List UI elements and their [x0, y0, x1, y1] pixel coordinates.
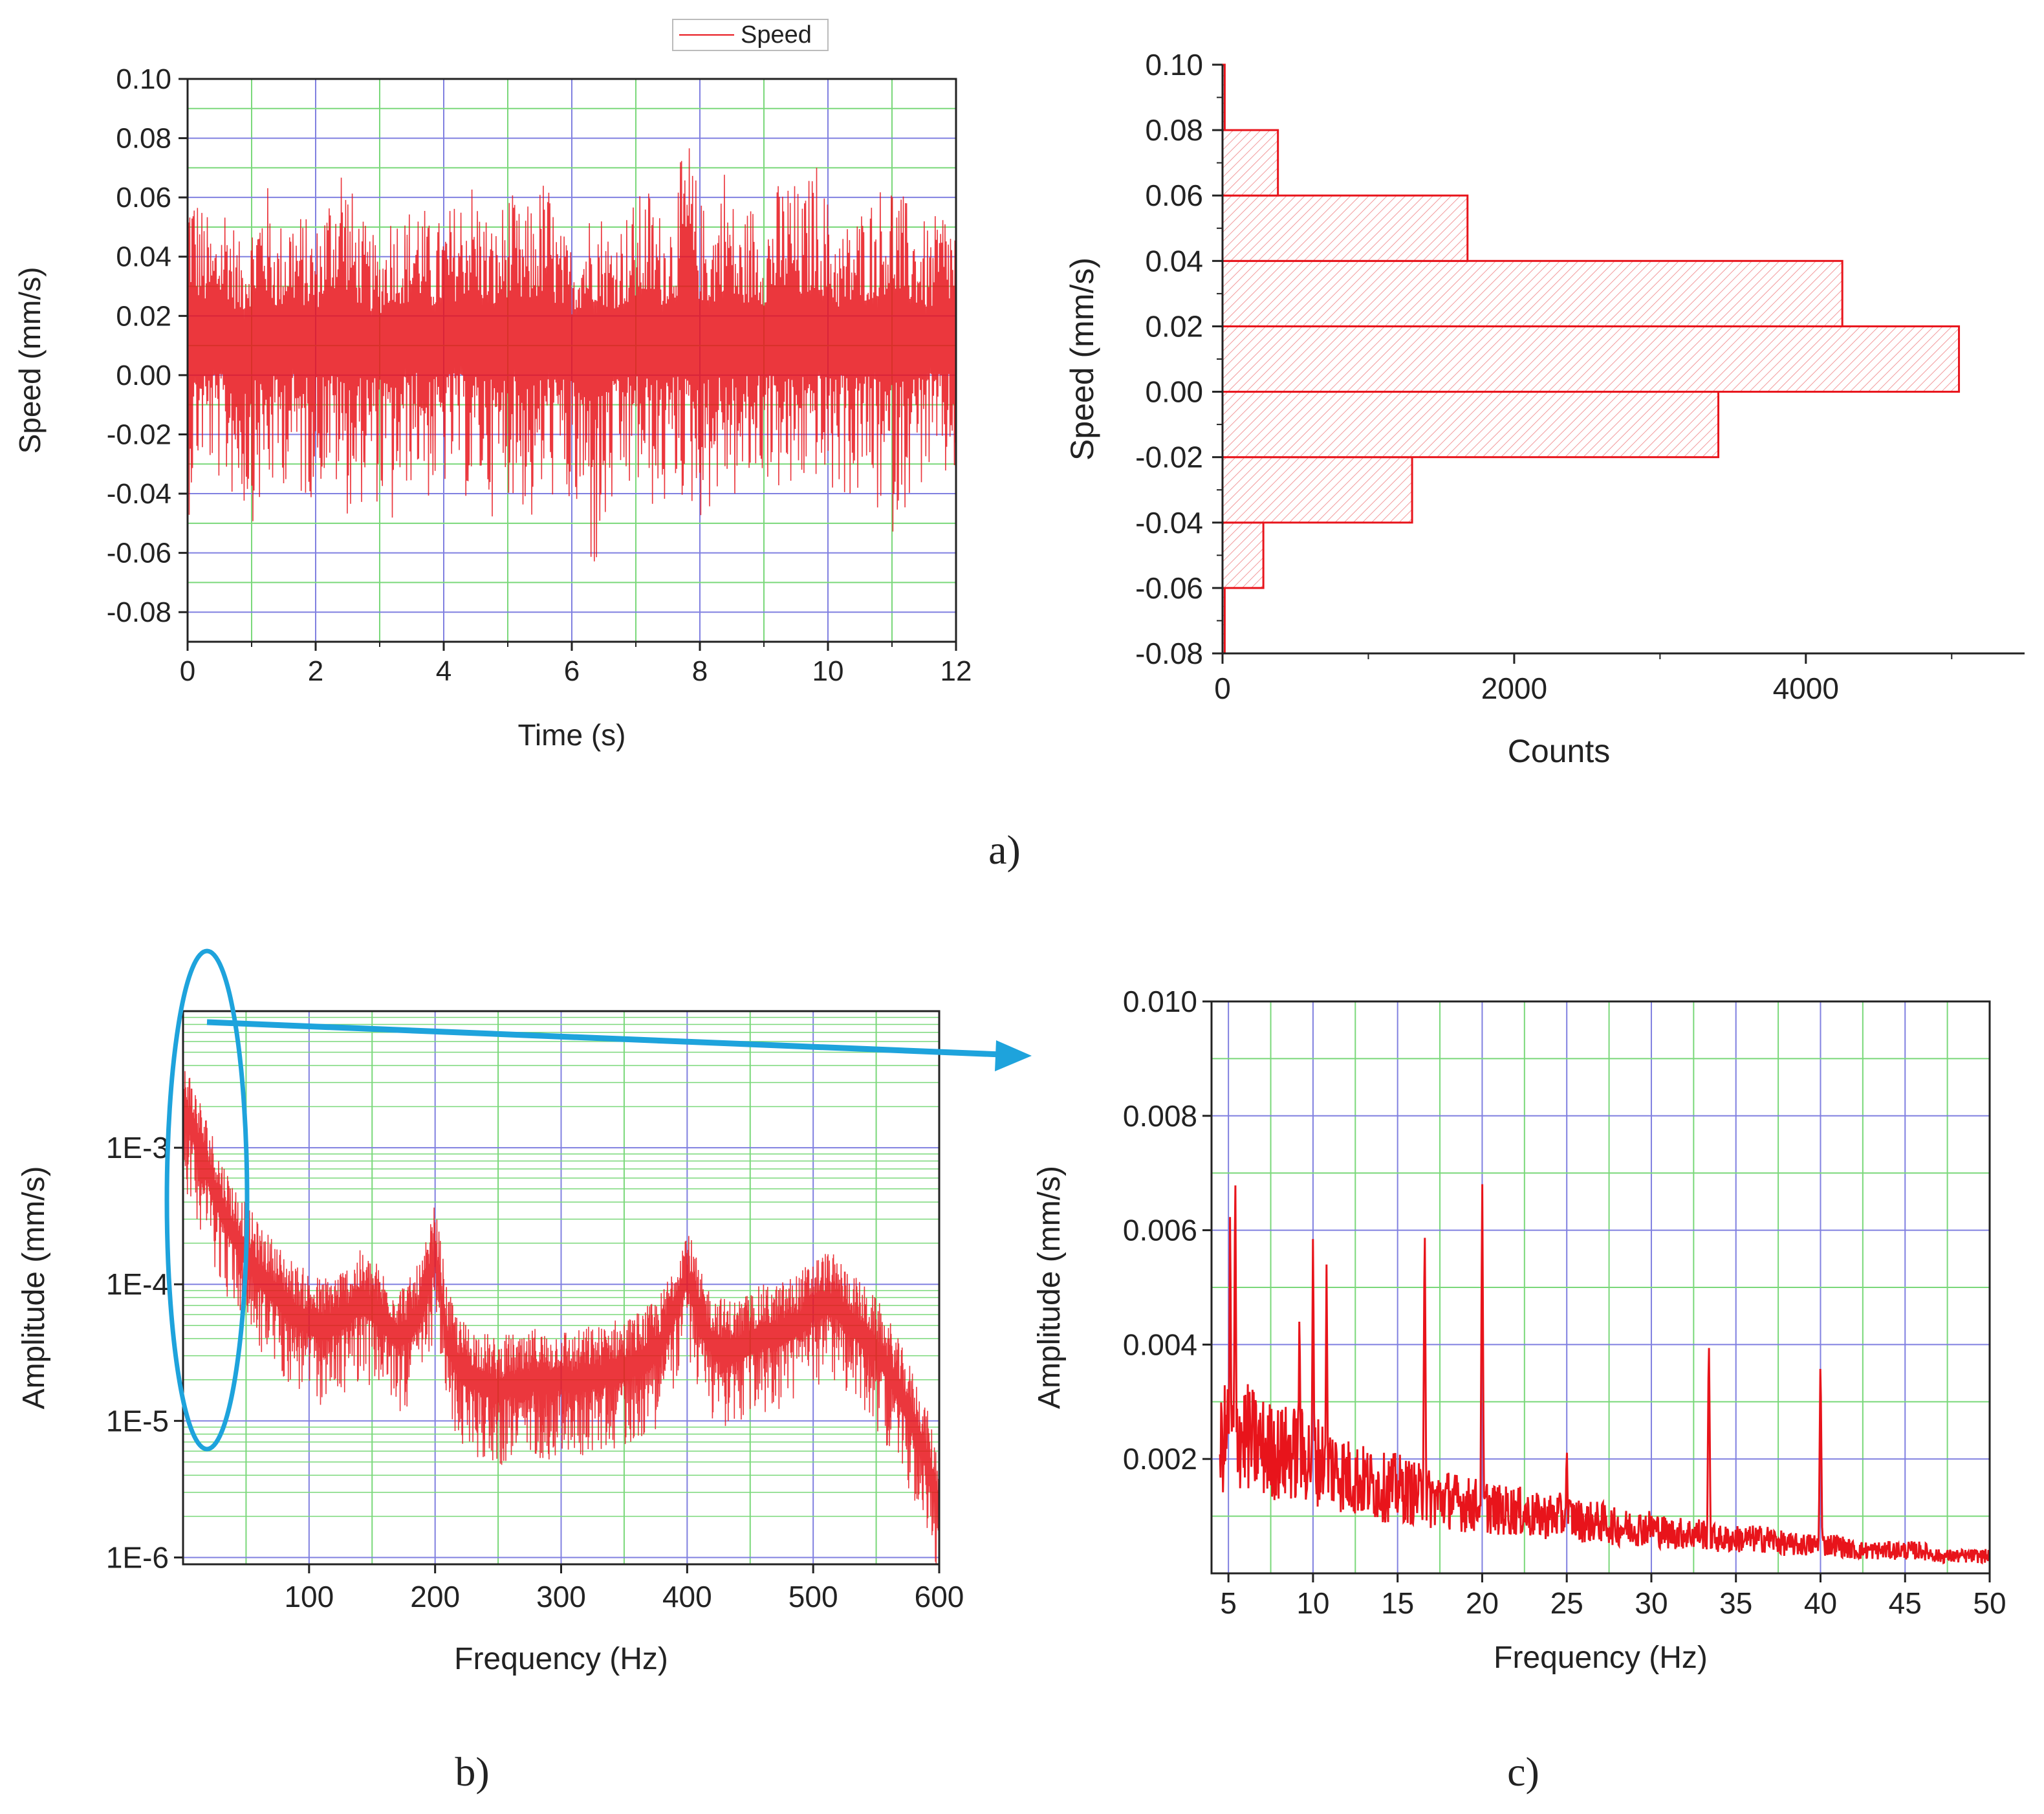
- caption-a: a): [988, 827, 1021, 873]
- x-tick-label: 0: [180, 655, 195, 687]
- zoom-arrow-head: [995, 1040, 1032, 1071]
- x-tick-label: 45: [1889, 1586, 1922, 1620]
- time-series-legend: Speed: [672, 19, 829, 51]
- y-tick-label: 0.06: [116, 182, 171, 213]
- spectrum-full-chart: 100 200 300 400 500 600 1E-6 1E-5 1E-4 1E-3 Freque…: [17, 1010, 964, 1676]
- y-tick-label: 0.04: [116, 241, 171, 273]
- y-tick-label: 0.06: [1145, 179, 1203, 212]
- x-tick-label: 30: [1635, 1586, 1668, 1620]
- x-tick-label: 20: [1466, 1586, 1499, 1620]
- y-tick-label: -0.04: [107, 478, 171, 510]
- x-axis-label: Frequency (Hz): [454, 1642, 668, 1676]
- x-tick-label: 0: [1214, 672, 1231, 705]
- legend-label: Speed: [741, 21, 812, 49]
- y-tick-label: 0.010: [1123, 985, 1197, 1018]
- y-tick-label: 0.10: [1145, 48, 1203, 82]
- x-tick-label: 6: [564, 655, 580, 687]
- x-tick-label: 35: [1719, 1586, 1752, 1620]
- x-tick-label: 50: [1973, 1586, 2006, 1620]
- y-tick-label: 0.002: [1123, 1442, 1197, 1476]
- y-tick-label: 0.006: [1123, 1214, 1197, 1247]
- x-tick-label: 10: [812, 655, 844, 687]
- x-tick-label: 4: [436, 655, 451, 687]
- y-tick-label: 0.008: [1123, 1099, 1197, 1133]
- y-tick-label: 1E-5: [106, 1404, 169, 1437]
- y-tick-label: 1E-6: [106, 1540, 169, 1574]
- x-tick-label: 2000: [1481, 672, 1547, 705]
- x-tick-label: 500: [788, 1580, 838, 1613]
- y-tick-label: 0.04: [1145, 244, 1203, 278]
- x-axis-label: Time (s): [518, 718, 626, 752]
- y-tick-label: -0.02: [107, 419, 171, 450]
- histogram-bar: [1221, 194, 1469, 262]
- caption-b: b): [455, 1749, 489, 1795]
- x-axis-label: Counts: [1508, 733, 1610, 769]
- histogram-bar: [1221, 129, 1279, 197]
- y-tick-label: -0.08: [107, 596, 171, 628]
- y-tick-label: -0.04: [1135, 506, 1203, 540]
- y-tick-label: 0.00: [116, 360, 171, 391]
- x-axis-label: Frequency (Hz): [1494, 1641, 1708, 1675]
- y-tick-label: -0.08: [1135, 637, 1203, 670]
- x-tick-label: 12: [940, 655, 972, 687]
- y-axis-label: Amplitude (mm/s): [1032, 1166, 1067, 1409]
- y-tick-label: 0.02: [116, 300, 171, 332]
- histogram-bar: [1221, 456, 1413, 524]
- x-tick-label: 4000: [1773, 672, 1839, 705]
- x-tick-label: 8: [692, 655, 708, 687]
- histogram-bar: [1221, 325, 1961, 393]
- y-axis-label: Amplitude (mm/s): [17, 1166, 51, 1409]
- spectrum-zoom-chart: 5 10 15 20 25 30 35 40 45 50 0.002 0.004 0.006 0.008 0…: [1032, 985, 2006, 1675]
- y-tick-label: 0.004: [1123, 1328, 1197, 1361]
- x-tick-label: 2: [308, 655, 323, 687]
- histogram-bar: [1221, 259, 1843, 327]
- histogram-bar: [1221, 391, 1720, 459]
- y-tick-label: 0.02: [1145, 309, 1203, 343]
- y-tick-label: -0.06: [107, 538, 171, 569]
- histogram-bar: [1221, 521, 1265, 589]
- x-tick-label: 10: [1296, 1586, 1329, 1620]
- x-tick-label: 600: [915, 1580, 964, 1613]
- y-axis-label: Speed (mm/s): [1064, 257, 1100, 461]
- x-tick-label: 300: [536, 1580, 586, 1613]
- y-tick-label: -0.06: [1135, 571, 1203, 605]
- histogram-chart: 0 2000 4000 -0.08 -0.06 -0.04 -0.02 0.00 0.02 0.0…: [1064, 48, 2025, 769]
- x-tick-label: 100: [284, 1580, 334, 1613]
- x-tick-label: 15: [1381, 1586, 1414, 1620]
- x-tick-label: 400: [662, 1580, 712, 1613]
- y-tick-label: -0.02: [1135, 441, 1203, 474]
- y-tick-label: 0.00: [1145, 375, 1203, 409]
- y-tick-label: 0.08: [1145, 113, 1203, 147]
- y-tick-label: 0.10: [116, 63, 171, 95]
- time-series-chart: 0 2 4 6 8 10 12 -0.08 -0.06 -0.04 -0.02 0.00 0.02 0.0…: [13, 63, 972, 752]
- y-tick-label: 1E-3: [106, 1131, 169, 1164]
- zoom-arrow-line: [206, 1019, 1002, 1058]
- zoom-callout: [164, 948, 1032, 1452]
- x-tick-label: 200: [410, 1580, 460, 1613]
- amplitude-zoom-series-line: [1219, 1184, 1991, 1565]
- x-tick-label: 25: [1550, 1586, 1583, 1620]
- plot-frame: [1210, 1000, 1991, 1575]
- y-tick-label: 0.08: [116, 123, 171, 155]
- x-tick-label: 40: [1804, 1586, 1837, 1620]
- zoom-region-ellipse: [164, 948, 250, 1452]
- amplitude-series-line: [184, 1071, 940, 1565]
- x-tick-label: 5: [1220, 1586, 1237, 1620]
- speed-series-line: [187, 148, 957, 562]
- caption-c: c): [1507, 1749, 1539, 1795]
- y-axis-label: Speed (mm/s): [13, 267, 47, 454]
- y-tick-label: 1E-4: [106, 1267, 169, 1301]
